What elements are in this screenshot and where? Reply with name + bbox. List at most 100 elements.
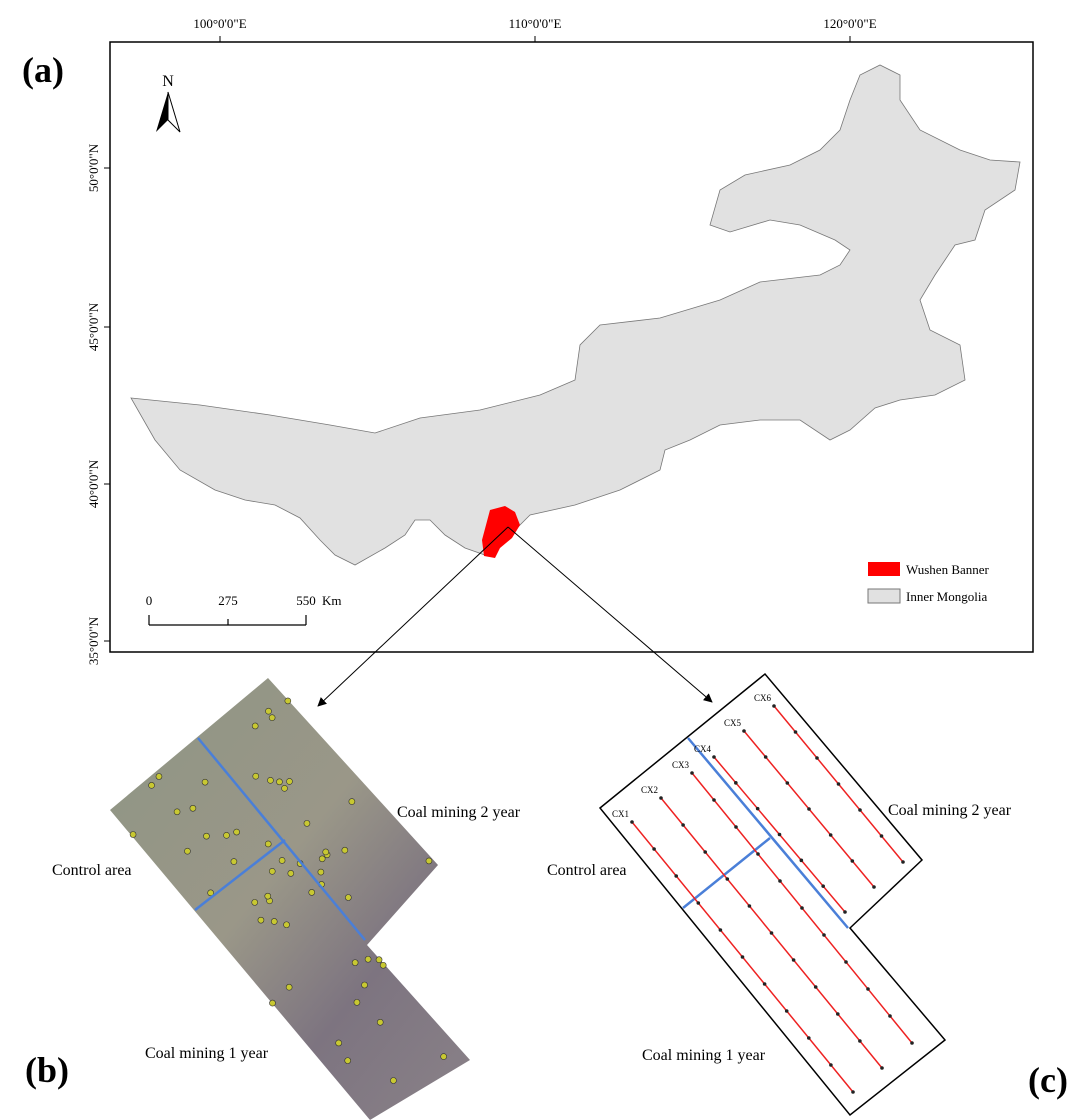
transects: CX1 CX2 CX3 CX4 CX5 CX6 — [612, 693, 914, 1094]
area-label: Coal mining 1 year — [145, 1045, 269, 1062]
transect-point — [748, 904, 752, 908]
transect-label: CX1 — [612, 809, 629, 819]
transect-point — [742, 729, 746, 733]
transect-point — [910, 1041, 914, 1045]
transect-point — [837, 782, 841, 786]
sample-point — [258, 917, 264, 923]
sample-point — [269, 868, 275, 874]
sample-point — [269, 715, 275, 721]
sample-point — [336, 1040, 342, 1046]
transect-point — [778, 833, 782, 837]
transect-point — [844, 960, 848, 964]
transect-point — [674, 874, 678, 878]
transect-point — [772, 704, 776, 708]
lat-label: 50°0'0"N — [86, 143, 101, 192]
transect-label: CX4 — [694, 744, 712, 754]
sample-point — [265, 893, 271, 899]
transect-point — [858, 808, 862, 812]
transect-point — [712, 755, 716, 759]
sample-point — [279, 857, 285, 863]
sample-point — [190, 805, 196, 811]
transect-label: CX3 — [672, 760, 690, 770]
transect-point — [866, 987, 870, 991]
area-label: Coal mining 1 year — [642, 1047, 766, 1064]
sample-point — [184, 848, 190, 854]
transect-label: CX6 — [754, 693, 772, 703]
sample-point — [318, 869, 324, 875]
transect-point — [851, 1090, 855, 1094]
lon-label: 100°0'0"E — [193, 16, 246, 31]
transect-point — [872, 885, 876, 889]
transect-point — [630, 820, 634, 824]
lon-label: 110°0'0"E — [509, 16, 562, 31]
sample-point — [285, 698, 291, 704]
panel-label: (c) — [1028, 1060, 1068, 1100]
north-arrow — [156, 92, 180, 132]
sample-point — [365, 956, 371, 962]
sample-point — [276, 779, 282, 785]
transect-point — [763, 982, 767, 986]
transect-point — [901, 860, 905, 864]
sample-point — [265, 841, 271, 847]
area-label: Control area — [52, 862, 132, 879]
legend-label: Inner Mongolia — [906, 589, 987, 604]
area-label: Coal mining 2 year — [397, 804, 521, 821]
transect-point — [726, 877, 730, 881]
sample-point — [253, 773, 259, 779]
legend-swatch — [868, 589, 900, 603]
transect-point — [690, 771, 694, 775]
transect-point — [792, 958, 796, 962]
transect-point — [652, 847, 656, 851]
transect-point — [770, 931, 774, 935]
transect-point — [814, 985, 818, 989]
transect-point — [829, 1063, 833, 1067]
transect-point — [807, 807, 811, 811]
sample-point — [286, 778, 292, 784]
lon-label: 120°0'0"E — [823, 16, 876, 31]
transect-point — [786, 781, 790, 785]
sample-point — [267, 777, 273, 783]
sample-point — [282, 785, 288, 791]
transect-point — [756, 852, 760, 856]
sample-point — [319, 856, 325, 862]
scale-bar — [149, 615, 306, 625]
area-label: Coal mining 2 year — [888, 802, 1012, 819]
transect-point — [741, 955, 745, 959]
transect-label: CX5 — [724, 718, 742, 728]
transect-point — [756, 807, 760, 811]
sample-point — [309, 889, 315, 895]
lat-label: 35°0'0"N — [86, 616, 101, 665]
sample-point — [202, 779, 208, 785]
transect-label: CX2 — [641, 785, 658, 795]
figure: (a) 100°0'0"E 110°0'0"E 120°0'0"E 50°0'0… — [0, 0, 1078, 1120]
sample-point — [323, 849, 329, 855]
sample-point — [380, 962, 386, 968]
transect-point — [719, 928, 723, 932]
boundary-line — [683, 838, 770, 908]
transect-point — [712, 798, 716, 802]
sample-point — [149, 782, 155, 788]
transect-point — [807, 1036, 811, 1040]
sample-point — [252, 899, 258, 905]
transect-point — [888, 1014, 892, 1018]
transect-point — [836, 1012, 840, 1016]
sample-point — [231, 859, 237, 865]
transect-point — [821, 884, 825, 888]
panel-label: (b) — [25, 1050, 69, 1090]
transect-point — [800, 859, 804, 863]
sample-point — [234, 829, 240, 835]
transect-point — [794, 730, 798, 734]
legend-label: Wushen Banner — [906, 562, 990, 577]
transect-point — [764, 755, 768, 759]
lat-label: 45°0'0"N — [86, 302, 101, 351]
transect-point — [829, 833, 833, 837]
sample-point — [270, 1000, 276, 1006]
north-label: N — [162, 73, 174, 90]
sample-point — [352, 960, 358, 966]
sample-point — [342, 847, 348, 853]
transect-point — [822, 933, 826, 937]
sample-point — [284, 922, 290, 928]
sample-point — [426, 858, 432, 864]
sample-point — [390, 1078, 396, 1084]
transect-point — [734, 781, 738, 785]
